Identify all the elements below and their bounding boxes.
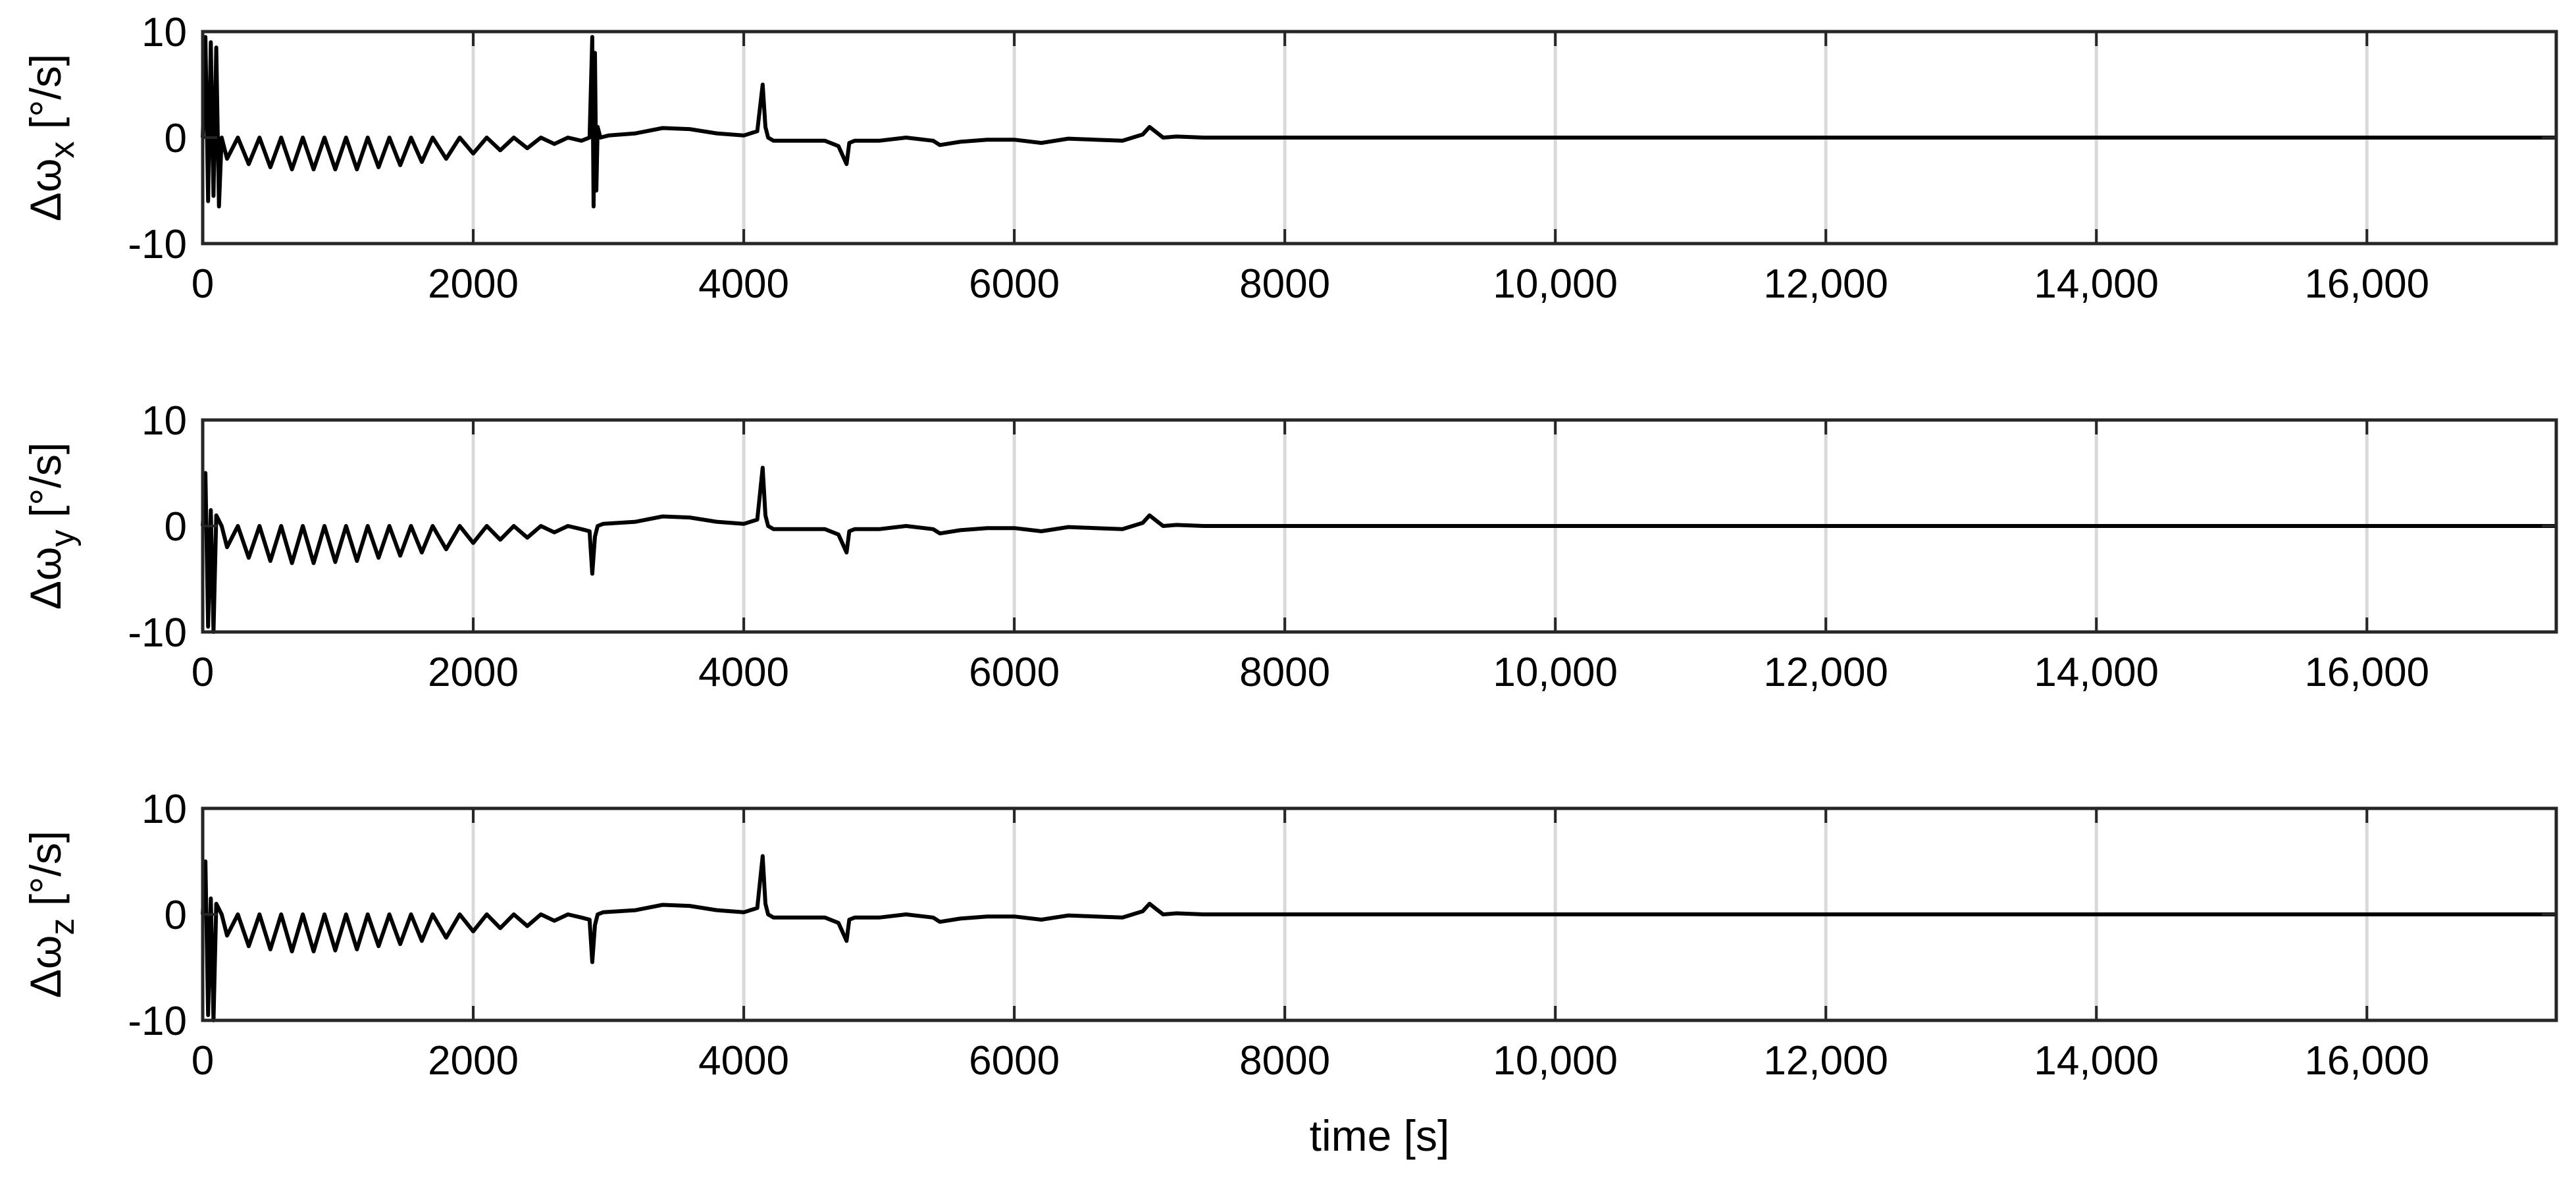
y-tick-label: 0 xyxy=(165,893,187,938)
x-tick-label: 16,000 xyxy=(2304,1038,2429,1084)
y-tick-label: 10 xyxy=(142,398,187,444)
x-axis-label: time [s] xyxy=(1310,1111,1450,1160)
x-tick-label: 8000 xyxy=(1239,261,1330,307)
y-axis-label-symbol: Δω xyxy=(21,935,70,999)
y-axis-label-subscript: x xyxy=(43,142,82,159)
x-tick-label: 10,000 xyxy=(1493,261,1618,307)
y-axis-label-symbol: Δω xyxy=(21,159,70,222)
series-line-1 xyxy=(201,35,2556,209)
x-tick-label: 10,000 xyxy=(1493,1038,1618,1084)
subplot-1: 0 2000 4000 6000 8000 10,000 12,000 14,000 16,00… xyxy=(21,10,2558,307)
x-tick-label: 12,000 xyxy=(1763,1038,1888,1084)
x-tick-label: 2000 xyxy=(428,261,519,307)
series-line-1 xyxy=(201,854,2556,1022)
x-tick-label: 16,000 xyxy=(2304,261,2429,307)
panels: 0 2000 4000 6000 8000 10,000 12,000 14,000 16,00… xyxy=(21,10,2558,1084)
x-tick-label: 4000 xyxy=(698,261,789,307)
y-tick-label: -10 xyxy=(128,610,187,656)
y-axis-label-subscript: z xyxy=(43,918,82,935)
x-tick-label: 12,000 xyxy=(1763,261,1888,307)
y-tick-label: -10 xyxy=(128,999,187,1044)
series-line-1 xyxy=(201,465,2556,634)
subplot-2: 0 2000 4000 6000 8000 10,000 12,000 14,000 16,00… xyxy=(21,398,2558,695)
y-tick-label: 10 xyxy=(142,10,187,55)
x-tick-label: 4000 xyxy=(698,650,789,695)
x-tick-label: 6000 xyxy=(969,650,1060,695)
x-tick-label: 6000 xyxy=(969,1038,1060,1084)
x-tick-label: 16,000 xyxy=(2304,650,2429,695)
y-axis-label-unit: [°/s] xyxy=(21,54,70,142)
x-tick-label: 6000 xyxy=(969,261,1060,307)
x-tick-label: 0 xyxy=(192,1038,214,1084)
subplot-3: 0 2000 4000 6000 8000 10,000 12,000 14,000 16,00… xyxy=(21,787,2558,1084)
x-tick-label: 2000 xyxy=(428,1038,519,1084)
y-tick-label: -10 xyxy=(128,222,187,267)
y-axis-label: Δωz [°/s] xyxy=(21,831,82,998)
y-axis-label-unit: [°/s] xyxy=(21,442,70,530)
y-axis-label: Δωy [°/s] xyxy=(21,442,82,610)
x-tick-label: 8000 xyxy=(1239,1038,1330,1084)
x-tick-label: 14,000 xyxy=(2034,1038,2159,1084)
x-tick-label: 4000 xyxy=(698,1038,789,1084)
x-tick-label: 14,000 xyxy=(2034,650,2159,695)
x-tick-label: 2000 xyxy=(428,650,519,695)
y-tick-label: 0 xyxy=(165,504,187,550)
x-tick-label: 0 xyxy=(192,650,214,695)
y-axis-label-subscript: y xyxy=(43,530,82,547)
y-tick-label: 10 xyxy=(142,787,187,832)
y-axis-label: Δωx [°/s] xyxy=(21,54,82,221)
x-tick-label: 8000 xyxy=(1239,650,1330,695)
y-axis-label-symbol: Δω xyxy=(21,547,70,610)
x-tick-label: 10,000 xyxy=(1493,650,1618,695)
x-tick-label: 12,000 xyxy=(1763,650,1888,695)
y-tick-label: 0 xyxy=(165,116,187,161)
y-axis-label-unit: [°/s] xyxy=(21,831,70,918)
x-tick-label: 14,000 xyxy=(2034,261,2159,307)
x-tick-label: 0 xyxy=(192,261,214,307)
